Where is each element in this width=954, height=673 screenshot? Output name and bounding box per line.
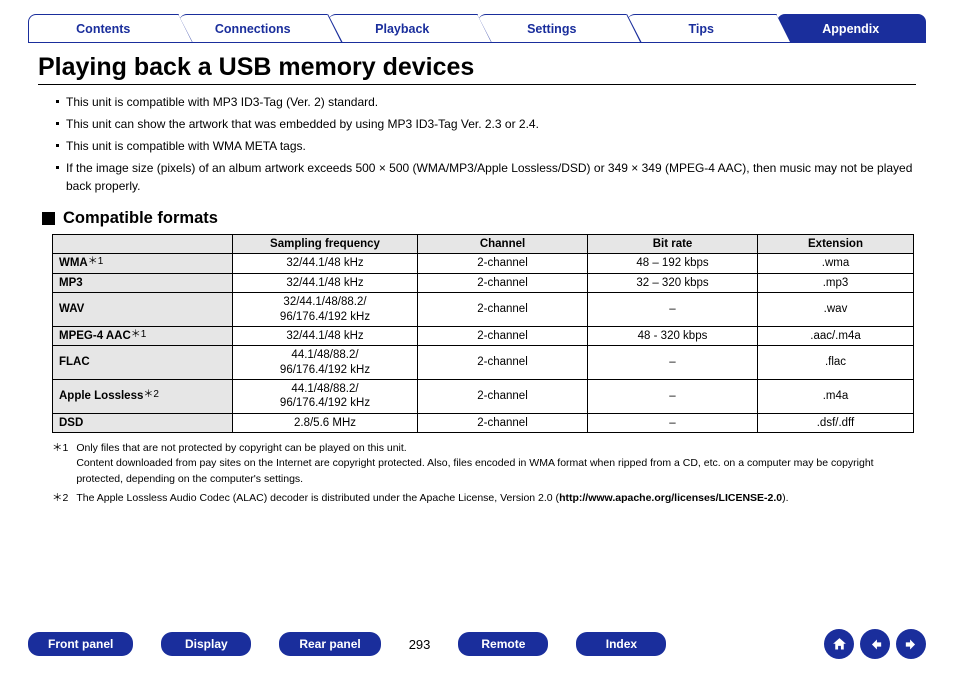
bullet-item: If the image size (pixels) of an album a… [56, 159, 916, 195]
bottom-bar: Front panel Display Rear panel 293 Remote I… [28, 629, 926, 659]
table-cell: 32/44.1/48 kHz [233, 326, 418, 345]
table-cell: .wav [758, 293, 914, 327]
tab-contents[interactable]: Contents [28, 14, 179, 42]
bottom-pills-right: Remote Index [458, 632, 666, 656]
bullet-item: This unit is compatible with MP3 ID3-Tag… [56, 93, 916, 111]
table-row: WAV32/44.1/48/88.2/96/176.4/192 kHz2-cha… [53, 293, 914, 327]
row-header: WAV [53, 293, 233, 327]
row-header: FLAC [53, 346, 233, 380]
footnote-1-label: ＊1 [52, 441, 68, 487]
tab-playback[interactable]: Playback [328, 14, 478, 42]
table-cell: .m4a [758, 380, 914, 414]
table-cell: 2-channel [418, 326, 588, 345]
table-cell: 44.1/48/88.2/96/176.4/192 kHz [233, 380, 418, 414]
table-header: Channel [418, 235, 588, 254]
row-header: MP3 [53, 273, 233, 292]
table-cell: – [588, 346, 758, 380]
table-cell: – [588, 293, 758, 327]
table-cell: .dsf/.dff [758, 413, 914, 432]
table-header: Extension [758, 235, 914, 254]
section-title: Compatible formats [63, 209, 218, 228]
title-rule [38, 84, 916, 85]
table-cell: – [588, 380, 758, 414]
page-title: Playing back a USB memory devices [38, 53, 926, 82]
formats-table: Sampling frequencyChannelBit rateExtensi… [52, 234, 914, 433]
intro-bullets: This unit is compatible with MP3 ID3-Tag… [28, 93, 926, 195]
tab-tips[interactable]: Tips [627, 14, 777, 42]
table-cell: 2-channel [418, 254, 588, 273]
prev-icon[interactable] [860, 629, 890, 659]
table-cell: 2-channel [418, 413, 588, 432]
top-tab-nav: ContentsConnectionsPlaybackSettingsTipsA… [28, 14, 926, 42]
row-header: WMA＊1 [53, 254, 233, 273]
row-header: MPEG-4 AAC＊1 [53, 326, 233, 345]
table-cell: .aac/.m4a [758, 326, 914, 345]
table-cell: 2-channel [418, 273, 588, 292]
table-row: MPEG-4 AAC＊132/44.1/48 kHz2-channel48 - … [53, 326, 914, 345]
tab-connections[interactable]: Connections [179, 14, 329, 42]
bullet-item: This unit is compatible with WMA META ta… [56, 137, 916, 155]
display-button[interactable]: Display [161, 632, 251, 656]
table-header: Bit rate [588, 235, 758, 254]
table-cell: 2-channel [418, 380, 588, 414]
table-cell: 32/44.1/48/88.2/96/176.4/192 kHz [233, 293, 418, 327]
index-button[interactable]: Index [576, 632, 666, 656]
section-header: Compatible formats [42, 209, 926, 228]
table-cell: 44.1/48/88.2/96/176.4/192 kHz [233, 346, 418, 380]
row-header: Apple Lossless＊2 [53, 380, 233, 414]
table-cell: .flac [758, 346, 914, 380]
table-corner [53, 235, 233, 254]
front-panel-button[interactable]: Front panel [28, 632, 133, 656]
table-row: FLAC44.1/48/88.2/96/176.4/192 kHz2-chann… [53, 346, 914, 380]
footnote-2-text: The Apple Lossless Audio Codec (ALAC) de… [76, 491, 788, 506]
home-icon[interactable] [824, 629, 854, 659]
table-cell: 2.8/5.6 MHz [233, 413, 418, 432]
tab-appendix[interactable]: Appendix [777, 14, 927, 42]
table-header: Sampling frequency [233, 235, 418, 254]
remote-button[interactable]: Remote [458, 632, 548, 656]
table-cell: – [588, 413, 758, 432]
rear-panel-button[interactable]: Rear panel [279, 632, 380, 656]
footnote-1: ＊1 Only files that are not protected by … [52, 441, 916, 487]
bottom-pills-left: Front panel Display Rear panel [28, 632, 381, 656]
table-row: MP332/44.1/48 kHz2-channel32 – 320 kbps.… [53, 273, 914, 292]
bullet-item: This unit can show the artwork that was … [56, 115, 916, 133]
tab-settings[interactable]: Settings [478, 14, 628, 42]
table-cell: 2-channel [418, 293, 588, 327]
table-cell: 32/44.1/48 kHz [233, 273, 418, 292]
table-cell: 48 - 320 kbps [588, 326, 758, 345]
square-bullet-icon [42, 212, 55, 225]
next-icon[interactable] [896, 629, 926, 659]
table-row: WMA＊132/44.1/48 kHz2-channel48 – 192 kbp… [53, 254, 914, 273]
footnote-1-text: Only files that are not protected by cop… [76, 441, 916, 487]
table-cell: .mp3 [758, 273, 914, 292]
nav-icons [824, 629, 926, 659]
table-cell: 2-channel [418, 346, 588, 380]
table-row: DSD2.8/5.6 MHz2-channel–.dsf/.dff [53, 413, 914, 432]
table-row: Apple Lossless＊244.1/48/88.2/96/176.4/19… [53, 380, 914, 414]
footnote-2-label: ＊2 [52, 491, 68, 506]
table-cell: .wma [758, 254, 914, 273]
table-cell: 32 – 320 kbps [588, 273, 758, 292]
footnotes: ＊1 Only files that are not protected by … [52, 441, 916, 506]
table-cell: 48 – 192 kbps [588, 254, 758, 273]
row-header: DSD [53, 413, 233, 432]
table-cell: 32/44.1/48 kHz [233, 254, 418, 273]
page-number: 293 [409, 637, 431, 652]
footnote-2: ＊2 The Apple Lossless Audio Codec (ALAC)… [52, 491, 916, 506]
